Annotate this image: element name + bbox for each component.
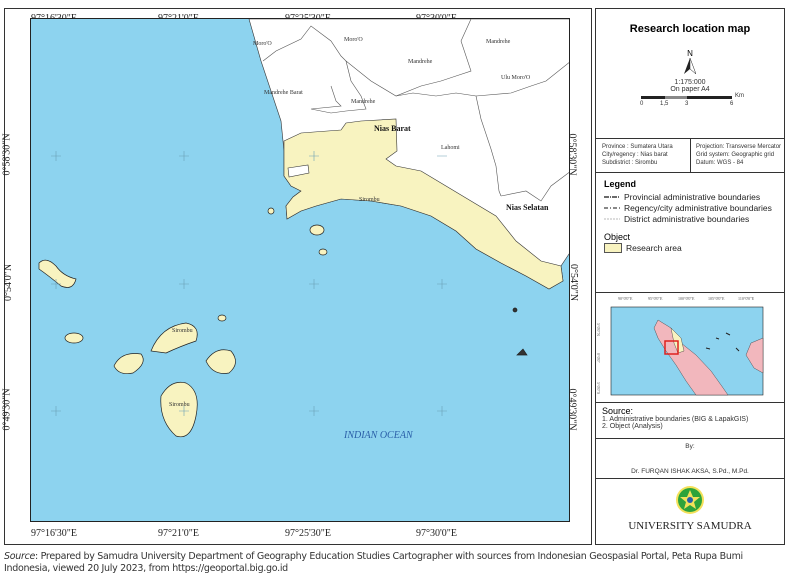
legend-item: Provincial administrative boundaries — [604, 192, 776, 202]
bottom-tick: 97°21'0"E — [158, 528, 199, 539]
inset-tick: 105°0'0"E — [708, 296, 725, 301]
left-tick: 0°54'0"N — [3, 263, 15, 302]
label-mandrehe: Mandrehe — [486, 39, 511, 45]
label-nias-selatan: Nias Selatan — [506, 203, 549, 212]
legend-item-research-area: Research area — [604, 243, 776, 253]
label-mandrehe: Mandrehe — [408, 59, 433, 65]
info-block: Province : Sumatera Utara City/regency :… — [596, 139, 784, 173]
figure-caption: Source: Prepared by Samudra University D… — [4, 551, 784, 575]
inset-tick: 110°0'0"E — [738, 296, 755, 301]
info-datum: Datum: WGS - 84 — [696, 160, 744, 166]
university-name: UNIVERSITY SAMUDRA — [628, 520, 752, 532]
north-arrow-icon — [684, 57, 697, 75]
info-subdistrict: Subdistrict : Sirombu — [602, 160, 658, 166]
bottom-tick: 97°30'0"E — [416, 528, 457, 539]
inset-map: 90°0'0"E 95°0'0"E 100°0'0"E 105°0'0"E 11… — [596, 293, 784, 403]
legend-title: Legend — [604, 179, 637, 189]
label-nias-barat: Nias Barat — [374, 124, 411, 133]
author-block: By: Dr. FURQAN ISHAK AKSA, S.Pd., M.Pd. — [596, 439, 784, 479]
label-mandrehe-barat: Mandrehe Barat — [264, 90, 303, 96]
scale-unit: Km — [735, 93, 744, 99]
inset-tick: 95°0'0"E — [648, 296, 663, 301]
inset-tick: 90°0'0"E — [618, 296, 633, 301]
legend-label: Regency/city administrative boundaries — [624, 203, 772, 213]
left-tick: 0°49'30"N — [1, 388, 13, 431]
label-sirombu: Sirombu — [359, 197, 380, 203]
bottom-tick: 97°16'30"E — [31, 528, 77, 539]
label-ulu-moro: Ulu Moro'O — [501, 75, 531, 81]
caption-text: : Prepared by Samudra University Departm… — [4, 551, 743, 574]
inset-tick: 5°0'0"S — [596, 382, 601, 394]
label-moro: Moro'O — [253, 41, 272, 47]
info-grid: Grid system: Geographic grid — [696, 152, 775, 158]
source-item: 2. Object (Analysis) — [602, 423, 663, 430]
scale-tick: 3 — [685, 101, 689, 107]
info-projection: Projection: Transverse Mercator — [696, 144, 782, 150]
legend-label: Research area — [626, 243, 682, 253]
author-name: Dr. FURQAN ISHAK AKSA, S.Pd., M.Pd. — [631, 468, 749, 475]
legend-label: Provincial administrative boundaries — [624, 192, 761, 202]
inset-tick: 0°0'0" — [596, 353, 601, 363]
paper-size: On paper A4 — [670, 86, 710, 93]
object-title: Object — [604, 232, 631, 242]
info-province: Province : Sumatera Utara — [602, 144, 673, 150]
research-area — [283, 118, 564, 290]
source-title: Source: — [602, 406, 634, 416]
by-label: By: — [685, 443, 695, 450]
source-block: Source: 1. Administrative boundaries (BI… — [596, 403, 784, 439]
legend-item: District administrative boundaries — [604, 214, 776, 224]
scale-bar: Km 0 1,5 3 6 — [596, 93, 784, 111]
map-side-panel: Research location map N 1:175:000 On pap… — [595, 8, 785, 545]
map-frame — [4, 8, 592, 545]
legend-label: District administrative boundaries — [624, 214, 750, 224]
label-sirombu: Sirombu — [169, 402, 190, 408]
inset-tick: 100°0'0"E — [678, 296, 695, 301]
scale-tick: 0 — [640, 101, 644, 107]
university-block: UNIVERSITY SAMUDRA — [596, 479, 784, 545]
info-regency: City/regency : Nias barat — [602, 152, 668, 158]
source-item: 1. Administrative boundaries (BIG & Lapa… — [602, 416, 749, 423]
legend-block: Legend Provincial administrative boundar… — [596, 173, 784, 293]
graticule — [51, 151, 447, 416]
label-indian-ocean: INDIAN OCEAN — [343, 430, 414, 441]
label-lahomi: Lahomi — [441, 145, 460, 151]
label-sirombu: Sirombu — [172, 328, 193, 334]
caption-source-label: Source — [4, 551, 36, 562]
scale-tick: 6 — [730, 101, 734, 107]
inset-locator-box — [664, 340, 679, 355]
label-mandrehe: Mandrehe — [351, 99, 376, 105]
bottom-tick: 97°25'30"E — [285, 528, 331, 539]
title-block: Research location map N 1:175:000 On pap… — [596, 9, 784, 139]
left-tick: 0°58'30"N — [1, 133, 13, 176]
district-boundaries — [262, 19, 569, 202]
north-label: N — [687, 49, 693, 58]
legend-item: Regency/city administrative boundaries — [604, 203, 776, 213]
map-title: Research location map — [629, 23, 751, 35]
main-map: Moro'O Moro'O Mandrehe Mandrehe Mandrehe… — [30, 18, 570, 522]
scale-tick: 1,5 — [660, 101, 669, 107]
islands — [38, 207, 528, 438]
label-moro: Moro'O — [344, 37, 363, 43]
university-logo-icon — [676, 486, 704, 514]
inset-tick: 5°0'0"N — [596, 323, 601, 336]
scale-ratio: 1:175:000 — [674, 79, 706, 86]
